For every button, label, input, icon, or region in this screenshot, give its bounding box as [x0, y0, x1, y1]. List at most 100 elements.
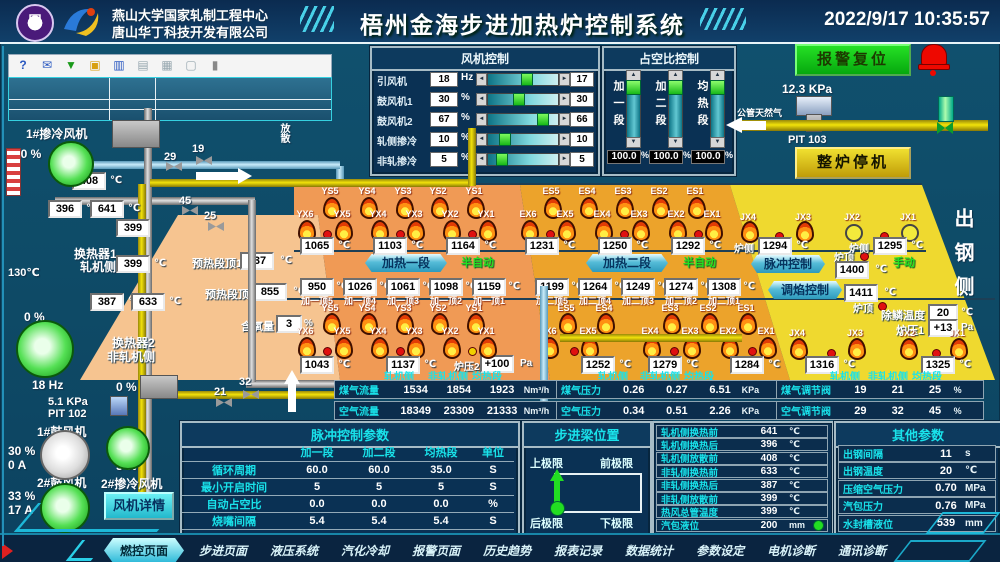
slider-left-arrow[interactable]: ◄: [476, 113, 487, 126]
slider-down-arrow[interactable]: ▼: [626, 137, 641, 148]
tab-4[interactable]: 汽化冷却: [341, 544, 390, 558]
flow-row: 煤气流量 1534 1854 1923 Nm³/h: [334, 380, 568, 399]
slider-left-arrow[interactable]: ◄: [476, 73, 487, 86]
roof-temp2-unit: ℃: [884, 287, 897, 298]
flow-value: 18349: [400, 404, 431, 417]
slider-down-arrow[interactable]: ▼: [710, 137, 725, 148]
tab-2[interactable]: 步进页面: [199, 544, 248, 558]
pump-device-icon: [140, 375, 178, 399]
fan-output-value: 10: [430, 132, 458, 147]
es-burner-flame-icon: [688, 197, 706, 219]
valve-icon: [182, 206, 198, 215]
zone-temp-value: 1279: [648, 356, 682, 374]
fan-unit: %: [461, 112, 470, 123]
yx-burner-flame-icon: [443, 337, 461, 359]
tab-8[interactable]: 数据统计: [625, 544, 674, 558]
tab-7[interactable]: 报表记录: [554, 544, 603, 558]
slider-thumb[interactable]: [513, 93, 525, 106]
jx-burner-flame-icon: [950, 338, 968, 360]
other-unit: s: [965, 448, 971, 459]
slider-thumb[interactable]: [521, 73, 533, 86]
slider-right-arrow[interactable]: ►: [559, 153, 570, 166]
folder-icon[interactable]: ▣: [89, 58, 101, 72]
fan-setpoint[interactable]: 17: [570, 72, 594, 87]
heat-row: 轧机侧换热后 396 ℃: [656, 438, 828, 452]
ex-burner-flame-icon: [558, 220, 576, 242]
slider-thumb[interactable]: [496, 153, 508, 166]
slider-left-arrow[interactable]: ◄: [476, 133, 487, 146]
slider-left-arrow[interactable]: ◄: [476, 153, 487, 166]
slider-thumb[interactable]: [499, 133, 511, 146]
zone-temp-value: 1316: [805, 356, 839, 374]
lock-icon[interactable]: ▮: [211, 58, 219, 72]
pulse-control-button[interactable]: 脉冲控制: [751, 255, 825, 273]
slider-right-arrow[interactable]: ►: [559, 93, 570, 106]
v633-value: 633: [131, 293, 165, 311]
report-icon[interactable]: ▤: [137, 58, 149, 72]
preheat-roof2-value: 855: [253, 283, 287, 301]
slider-right-arrow[interactable]: ►: [559, 73, 570, 86]
duty-slider[interactable]: [668, 80, 683, 138]
heating2-roof-label: 加二顶5: [535, 296, 569, 306]
heat-row: 非轧侧放散前 399 ℃: [656, 492, 828, 506]
chart-icon[interactable]: ▥: [113, 58, 125, 72]
company-logo: [58, 3, 106, 39]
duty-slider[interactable]: [626, 80, 641, 138]
pulse-value: 5.4: [433, 515, 449, 527]
valve25-label: 25: [204, 210, 217, 222]
burner-indicator: [670, 347, 679, 356]
press-row: 煤气压力 0.26 0.27 6.51 KPa: [556, 380, 780, 399]
heating2-roof-label: 加二顶4: [578, 296, 612, 306]
fan-slider[interactable]: [487, 113, 559, 126]
side-temp-value: 1294: [758, 237, 792, 255]
fan-slider[interactable]: [487, 153, 559, 166]
other-row: 出钢间隔 11 s: [838, 445, 996, 462]
fan-slider[interactable]: [487, 133, 559, 146]
flame-adjust-button[interactable]: 调焰控制: [768, 281, 842, 299]
tab-6[interactable]: 历史趋势: [483, 544, 532, 558]
transmitter-icon: [110, 396, 128, 416]
tab-11[interactable]: 通讯诊断: [838, 544, 887, 558]
fan-setpoint[interactable]: 5: [570, 152, 594, 167]
heat-row-label: 汽包液位: [661, 521, 700, 533]
help-icon[interactable]: ?: [19, 58, 27, 72]
pulse-value: 0.0: [309, 498, 325, 510]
valve-unit: %: [953, 384, 962, 395]
fan-setpoint[interactable]: 66: [570, 112, 594, 127]
send-icon[interactable]: ✉: [41, 58, 53, 72]
duty-slider[interactable]: [710, 80, 725, 138]
fan-slider[interactable]: [487, 73, 559, 86]
fan-setpoint[interactable]: 10: [570, 132, 594, 147]
fan-slider[interactable]: [487, 93, 559, 106]
slider-down-arrow[interactable]: ▼: [668, 137, 683, 148]
pulse-unit: S: [489, 515, 497, 527]
slider-right-arrow[interactable]: ►: [559, 133, 570, 146]
furnace-stop-button[interactable]: 整炉停机: [795, 147, 911, 179]
es-burner-flame-icon: [652, 197, 670, 219]
hx1a-label: 换热器1: [74, 247, 117, 261]
slider-right-arrow[interactable]: ►: [559, 113, 570, 126]
tab-3[interactable]: 液压系统: [270, 544, 319, 558]
alarm-reset-button[interactable]: 报警复位: [795, 44, 911, 76]
heat-row: 轧机侧放散前 408 ℃: [656, 451, 828, 465]
fan-detail-button[interactable]: 风机详情: [104, 492, 174, 520]
tab-5[interactable]: 报警页面: [412, 544, 461, 558]
tab-10[interactable]: 电机诊断: [767, 544, 816, 558]
ys-label: YS3: [394, 186, 412, 196]
fan-setpoint[interactable]: 30: [570, 92, 594, 107]
export-icon[interactable]: ▼: [65, 58, 77, 72]
other-row: 水封槽液位 539 mm: [838, 514, 996, 532]
grid-icon[interactable]: ▦: [161, 58, 173, 72]
roof-temp1-indicator: [860, 252, 869, 261]
slider-thumb[interactable]: [537, 113, 549, 126]
exhaust-fan-icon: [16, 320, 74, 378]
slider-left-arrow[interactable]: ◄: [476, 93, 487, 106]
tab-9[interactable]: 参数设定: [696, 544, 745, 558]
pulse-unit: %: [488, 498, 498, 510]
tab-1[interactable]: 燃控页面: [104, 538, 184, 562]
blower-device-icon: [112, 120, 160, 148]
tabbar-decor-left: [65, 540, 108, 561]
print-icon[interactable]: ▢: [185, 58, 197, 72]
